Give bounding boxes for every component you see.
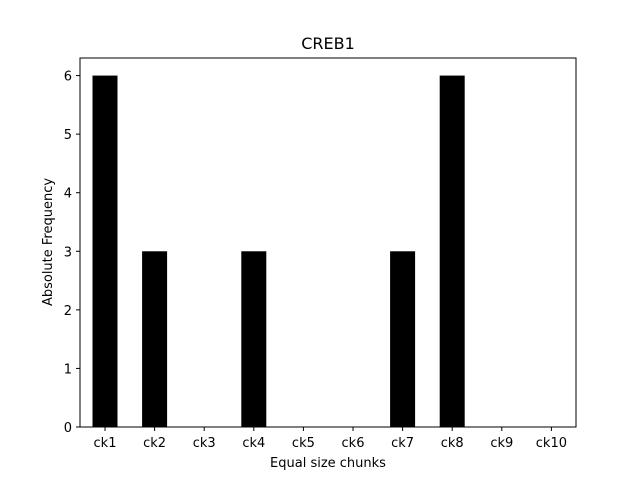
x-tick-label: ck3 [193, 436, 216, 451]
x-tick-label: ck1 [94, 436, 117, 451]
y-tick-label: 3 [64, 245, 72, 260]
y-tick-label: 0 [64, 421, 72, 436]
x-tick-label: ck4 [242, 436, 265, 451]
x-tick-label: ck7 [391, 436, 414, 451]
x-tick-label: ck9 [490, 436, 513, 451]
plot-frame [79, 57, 577, 428]
y-tick-label: 2 [64, 304, 72, 319]
chart-title: CREB1 [301, 34, 355, 53]
x-axis-ticks: ck1 ck2 ck3 ck4 ck5 ck6 ck7 ck8 ck9 ck10 [94, 427, 567, 451]
bars-group [92, 75, 465, 428]
y-tick-label: 1 [64, 362, 72, 377]
bar-ck7 [390, 251, 416, 427]
bar-ck4 [241, 251, 267, 427]
bar-ck2 [142, 251, 168, 427]
bar-ck8 [439, 75, 465, 428]
x-tick-label: ck2 [143, 436, 166, 451]
y-axis-ticks: 0 1 2 3 4 5 6 [64, 70, 80, 436]
y-axis-label: Absolute Frequency [41, 178, 56, 306]
x-tick-label: ck5 [292, 436, 315, 451]
y-tick-label: 5 [64, 128, 72, 143]
x-tick-label: ck10 [536, 436, 567, 451]
y-tick-label: 6 [64, 70, 72, 85]
x-axis-label: Equal size chunks [270, 456, 386, 471]
y-tick-label: 4 [64, 187, 72, 202]
bar-ck1 [92, 75, 118, 428]
x-tick-label: ck8 [441, 436, 464, 451]
x-tick-label: ck6 [342, 436, 365, 451]
